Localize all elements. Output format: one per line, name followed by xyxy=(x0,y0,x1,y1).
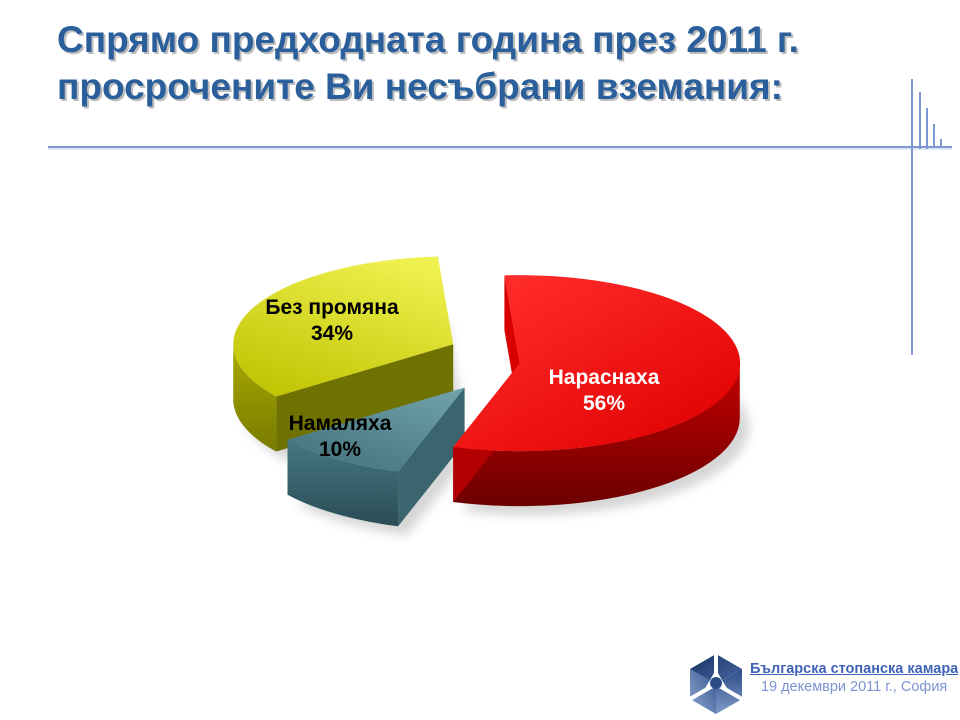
pie-label-decreased-pct: 10% xyxy=(318,438,362,461)
pie-slice-0 xyxy=(453,275,741,507)
slide-title-line2: просрочените Ви несъбрани вземания: xyxy=(57,66,783,107)
decor-tick xyxy=(926,108,928,149)
decor-tick xyxy=(933,124,935,147)
pie-label-unchanged-pct: 34% xyxy=(310,322,354,345)
date-location: 19 декември 2011 г., София xyxy=(760,679,948,695)
bsk-logo xyxy=(689,654,743,714)
footer-text: Българска стопанска камара 19 декември 2… xyxy=(750,650,958,695)
bsk-logo-hexagon xyxy=(689,654,743,714)
pie-slice-1 xyxy=(287,387,465,527)
pie-label-increased-pct: 56% xyxy=(582,392,626,415)
slide-title: Спрямо предходната година през 2011 г. п… xyxy=(57,16,917,110)
footer: Българска стопанска камара 19 декември 2… xyxy=(686,650,958,718)
pie-slice-2 xyxy=(233,256,454,452)
decor-vertical-line xyxy=(911,79,913,355)
logo-center-dot xyxy=(710,677,722,689)
pie-slice-wall xyxy=(276,344,454,452)
decor-tick xyxy=(940,139,942,147)
pie-slice-rim xyxy=(287,439,399,527)
pie-label-increased: Нараснаха 56% xyxy=(549,365,660,418)
pie-slice-rim xyxy=(453,363,740,507)
pie-label-decreased: Намаляха 10% xyxy=(289,411,392,464)
pie-label-decreased-name: Намаляха xyxy=(288,411,392,435)
org-link[interactable]: Българска стопанска камара xyxy=(750,661,959,677)
pie-slice-top xyxy=(233,256,454,397)
pie-slice-wall xyxy=(398,387,465,527)
title-underline xyxy=(48,146,952,148)
pie-label-unchanged-name: Без промяна xyxy=(265,295,399,319)
pie-slice-rim xyxy=(233,344,277,452)
slide-title-line1: Спрямо предходната година през 2011 г. xyxy=(57,19,799,60)
pie-slice-top xyxy=(453,275,741,452)
pie-label-increased-name: Нараснаха xyxy=(548,365,660,389)
decor-tick xyxy=(919,92,921,149)
pie-slice-top xyxy=(287,387,465,472)
pie-label-unchanged: Без промяна 34% xyxy=(265,295,398,348)
